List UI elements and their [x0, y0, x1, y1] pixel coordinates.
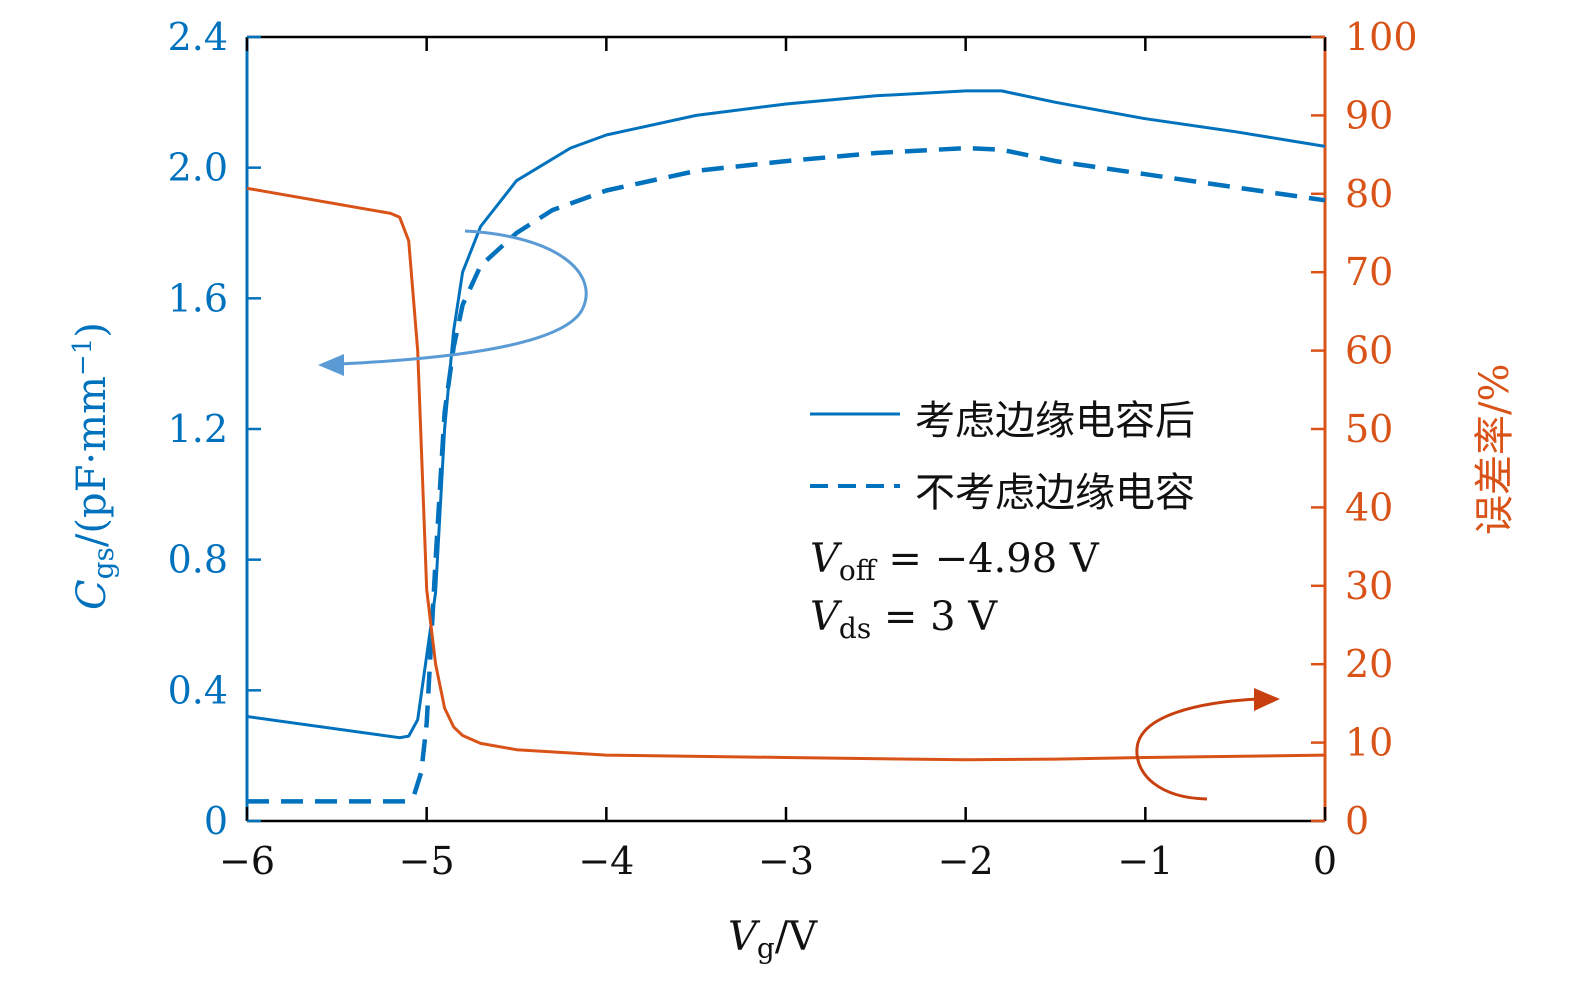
x-tick-label: 0: [1313, 839, 1337, 883]
left-y-axis-label: Cgs/(pF·mm−1): [68, 322, 120, 610]
left-y-tick-label: 0.4: [168, 668, 228, 712]
left-y-tick-label: 1.2: [168, 407, 228, 451]
x-tick-label: −6: [219, 839, 275, 883]
left-label-unit: /(pF·mm: [69, 376, 115, 547]
cgs-without-fringe-line: [247, 145, 1326, 804]
annotation-vds: Vds = 3 V: [810, 594, 998, 645]
right-y-tick-label: 30: [1345, 564, 1393, 608]
annotation-voff-sub: off: [839, 554, 878, 587]
x-label-unit: /V: [775, 914, 818, 960]
legend-label-without-fringe: 不考虑边缘电容: [915, 470, 1195, 516]
legend: 考虑边缘电容后 不考虑边缘电容 Voff = −4.98 V Vds = 3 V: [810, 398, 1195, 645]
annotation-voff: Voff = −4.98 V: [810, 536, 1100, 587]
series-group: [246, 89, 1326, 804]
x-tick-label: −5: [399, 839, 455, 883]
right-y-tick-label: 10: [1345, 721, 1393, 765]
left-label-sup: −1: [68, 338, 98, 376]
left-y-tick-label: 1.6: [168, 276, 228, 320]
legend-label-with-fringe: 考虑边缘电容后: [915, 398, 1195, 444]
right-y-tick-label: 100: [1345, 15, 1418, 59]
left-axis-arrow: [318, 229, 588, 376]
x-label-symbol: V: [728, 914, 761, 960]
right-y-tick-label: 60: [1345, 329, 1393, 373]
left-label-symbol: C: [69, 579, 115, 610]
left-label-close: ): [69, 322, 115, 338]
error-rate-line: [246, 186, 1326, 762]
left-y-tick-label: 2.4: [168, 15, 228, 59]
right-y-axis-label: 误差率/%: [1472, 364, 1518, 535]
left-y-tick-label: 2.0: [168, 146, 228, 190]
x-axis-label: Vg/V: [728, 914, 818, 965]
right-y-tick-label: 70: [1345, 250, 1393, 294]
left-y-tick-label: 0.8: [168, 538, 228, 582]
x-tick-label: −4: [578, 839, 634, 883]
annotation-vds-value: = 3 V: [871, 594, 998, 640]
cgs-with-fringe-line: [246, 89, 1326, 740]
right-y-tick-label: 20: [1345, 642, 1393, 686]
left-arrow-head-icon: [318, 354, 344, 376]
left-label-sub: gs: [87, 547, 120, 579]
x-tick-label: −2: [938, 839, 994, 883]
left-y-tick-label: 0: [204, 799, 228, 843]
annotation-voff-symbol: V: [810, 536, 843, 582]
right-y-tick-label: 90: [1345, 93, 1393, 137]
annotation-vds-symbol: V: [810, 594, 843, 640]
left-arrow-curve: [339, 229, 588, 366]
right-y-tick-label: 0: [1345, 799, 1369, 843]
right-axis-arrow: [1135, 688, 1280, 801]
annotation-voff-value: = −4.98 V: [876, 536, 1100, 582]
x-tick-label: −1: [1117, 839, 1173, 883]
right-arrow-head-icon: [1254, 688, 1280, 711]
right-y-tick-label: 80: [1345, 172, 1393, 216]
right-arrow-curve: [1135, 697, 1259, 801]
ticks: −6 −5 −4 −3 −2 −1 000.40.81.21.62.02.401020304…: [168, 15, 1418, 883]
x-tick-label: −3: [758, 839, 814, 883]
x-label-sub: g: [757, 932, 775, 965]
right-y-tick-label: 50: [1345, 407, 1393, 451]
right-y-tick-label: 40: [1345, 485, 1393, 529]
annotation-vds-sub: ds: [839, 612, 871, 645]
